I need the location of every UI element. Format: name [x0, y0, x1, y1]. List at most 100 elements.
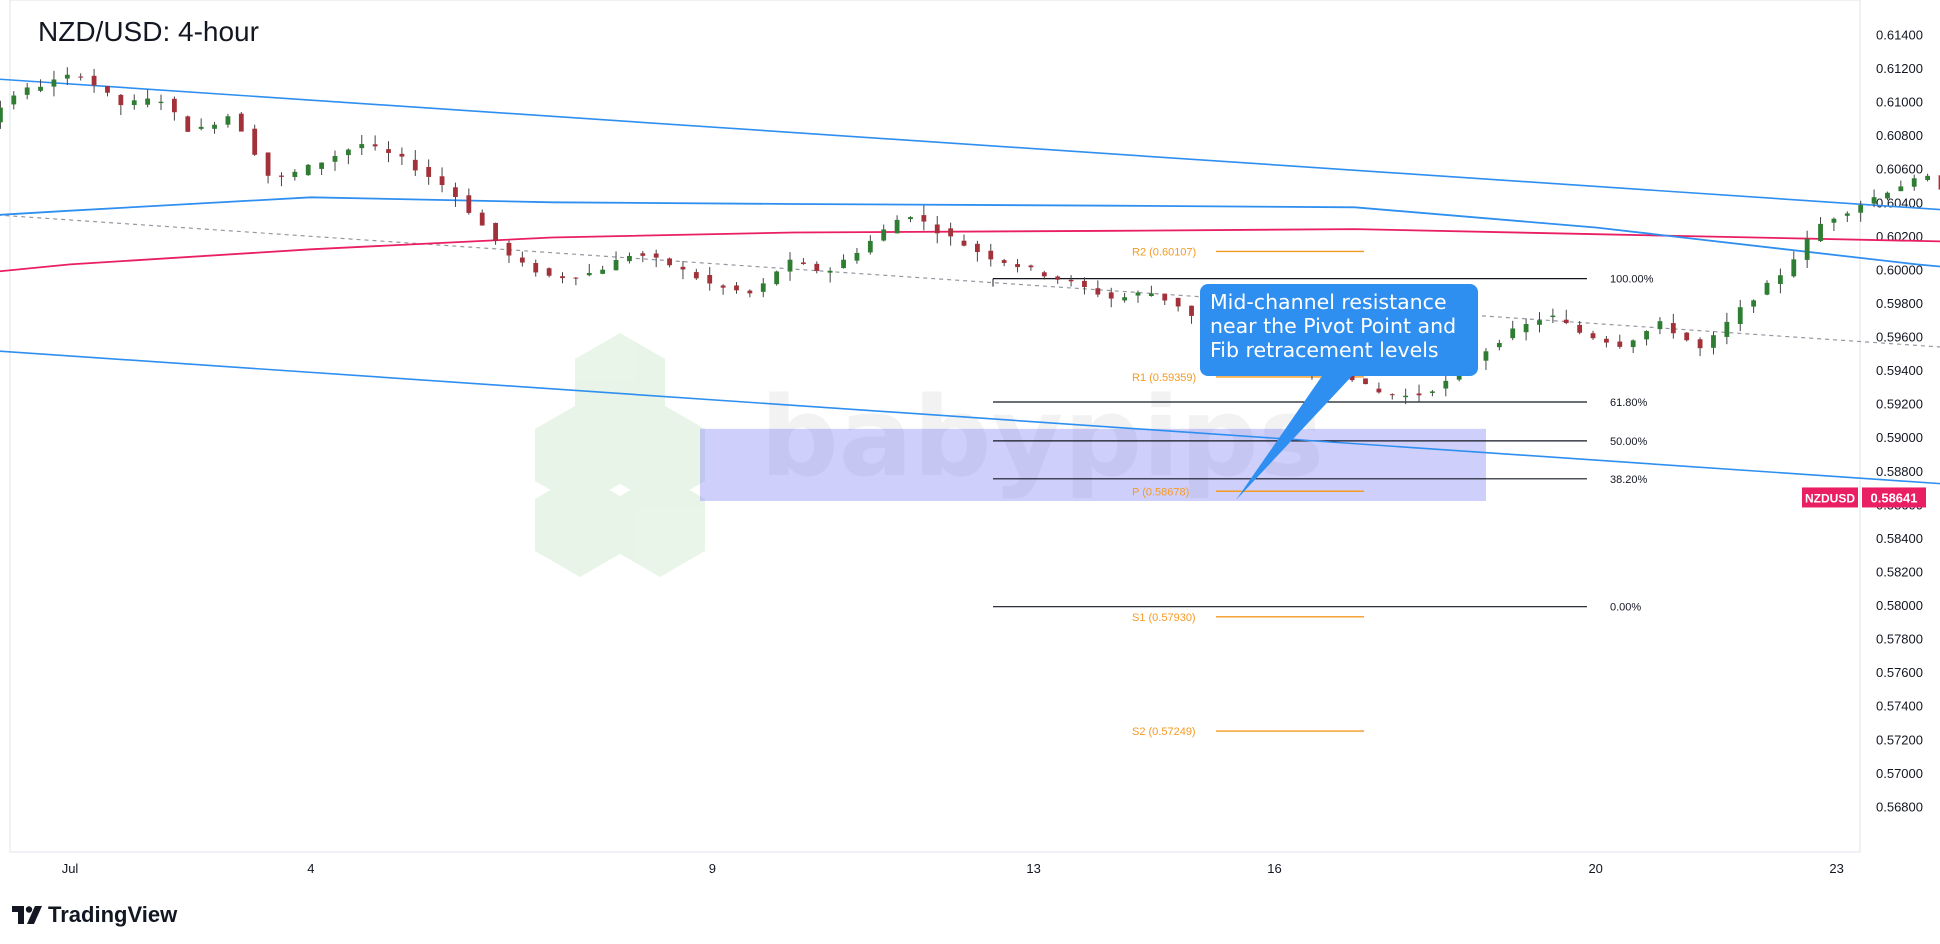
candle	[1510, 320, 1516, 341]
y-tick-label: 0.57800	[1876, 632, 1923, 647]
candle	[1925, 173, 1931, 182]
candle	[814, 261, 820, 274]
chart-title: NZD/USD: 4-hour	[38, 16, 259, 47]
x-tick-label: 20	[1588, 861, 1602, 876]
x-tick-label: 16	[1267, 861, 1281, 876]
candle	[1684, 331, 1690, 342]
symbol-tag	[1802, 487, 1858, 508]
candle	[961, 234, 967, 247]
tradingview-logo-icon	[12, 906, 42, 924]
y-tick-label: 0.59800	[1876, 296, 1923, 311]
last-price-label: 0.58641	[1871, 490, 1918, 505]
candle	[1858, 200, 1864, 222]
candle	[1496, 339, 1502, 351]
candle	[1416, 384, 1422, 403]
candle	[292, 169, 298, 181]
candle	[1791, 251, 1797, 278]
candle	[1376, 382, 1382, 394]
candle	[453, 182, 458, 207]
candle	[439, 167, 445, 193]
y-tick-label: 0.58000	[1876, 598, 1923, 613]
x-tick-label: 4	[307, 861, 314, 876]
candle	[1443, 375, 1449, 397]
candle	[560, 272, 565, 284]
y-tick-label: 0.60000	[1876, 262, 1923, 277]
candle	[1563, 309, 1569, 325]
moving-average-200[interactable]	[0, 228, 1940, 362]
candle	[479, 209, 485, 226]
annotation-callout: Mid-channel resistance near the Pivot Po…	[1200, 284, 1478, 376]
candle	[693, 268, 699, 280]
candle	[252, 124, 258, 156]
candle	[1483, 348, 1489, 370]
candle	[1644, 330, 1649, 346]
candle	[1911, 174, 1917, 191]
candle	[506, 240, 512, 263]
y-tick-label: 0.58200	[1876, 564, 1923, 579]
y-tick-label: 0.59200	[1876, 397, 1923, 412]
candle	[1604, 335, 1609, 348]
candles	[0, 67, 1940, 405]
candle	[1068, 275, 1074, 287]
pivot-label: S1 (0.57930)	[1132, 612, 1196, 624]
y-tick-label: 0.58400	[1876, 531, 1923, 546]
y-tick-label: 0.59000	[1876, 430, 1923, 445]
candle	[600, 265, 606, 275]
y-tick-label: 0.61200	[1876, 61, 1923, 76]
candle	[319, 162, 325, 175]
resistance-zone[interactable]	[700, 428, 1486, 501]
candle	[279, 172, 284, 187]
candle	[680, 260, 686, 280]
callout-line-1: Mid-channel resistance	[1210, 290, 1447, 314]
pivot-label: R2 (0.60107)	[1132, 246, 1196, 258]
candle	[1938, 175, 1940, 190]
fib-level-label: 61.80%	[1610, 397, 1648, 409]
y-tick-label: 0.61000	[1876, 95, 1923, 110]
y-tick-label: 0.61400	[1876, 28, 1923, 43]
candle	[305, 163, 311, 176]
candle	[78, 73, 84, 81]
candle	[1523, 318, 1529, 341]
candle	[11, 91, 17, 110]
candle	[225, 113, 231, 128]
candle	[1711, 331, 1716, 355]
y-tick-label: 0.58800	[1876, 464, 1923, 479]
watermark-hex-0	[575, 333, 665, 437]
candle	[613, 251, 619, 271]
watermark-text: babypips	[760, 373, 1324, 501]
candle	[1885, 191, 1890, 201]
channel-upper-line[interactable]	[0, 75, 1940, 377]
candle	[158, 94, 164, 111]
candle	[1122, 292, 1128, 303]
y-tick-label: 0.60800	[1876, 128, 1923, 143]
channel-lower-line[interactable]	[0, 347, 1940, 654]
candle	[519, 251, 525, 267]
candle	[386, 141, 391, 163]
candle	[359, 134, 365, 155]
candle	[948, 222, 954, 246]
candle	[1175, 297, 1181, 312]
candle	[720, 284, 726, 295]
candle	[493, 222, 498, 245]
candle	[787, 252, 793, 281]
y-tick-label: 0.57400	[1876, 699, 1923, 714]
watermark-hex-2	[615, 403, 705, 507]
candle	[640, 250, 646, 263]
candle	[734, 282, 739, 294]
candle	[332, 150, 338, 171]
candle	[908, 216, 913, 223]
babypips-watermark: babypips	[535, 333, 1324, 577]
candle	[653, 249, 659, 268]
candle	[934, 216, 940, 244]
candle	[1550, 308, 1556, 324]
tradingview-logo[interactable]: TradingView	[12, 902, 177, 928]
candle	[881, 224, 887, 242]
candle	[1389, 393, 1395, 400]
candle	[1577, 321, 1583, 335]
candle	[1001, 258, 1007, 267]
x-tick-label: 13	[1026, 861, 1040, 876]
candle	[667, 257, 672, 268]
moving-average-100[interactable]	[0, 196, 1940, 420]
candle	[533, 259, 539, 277]
